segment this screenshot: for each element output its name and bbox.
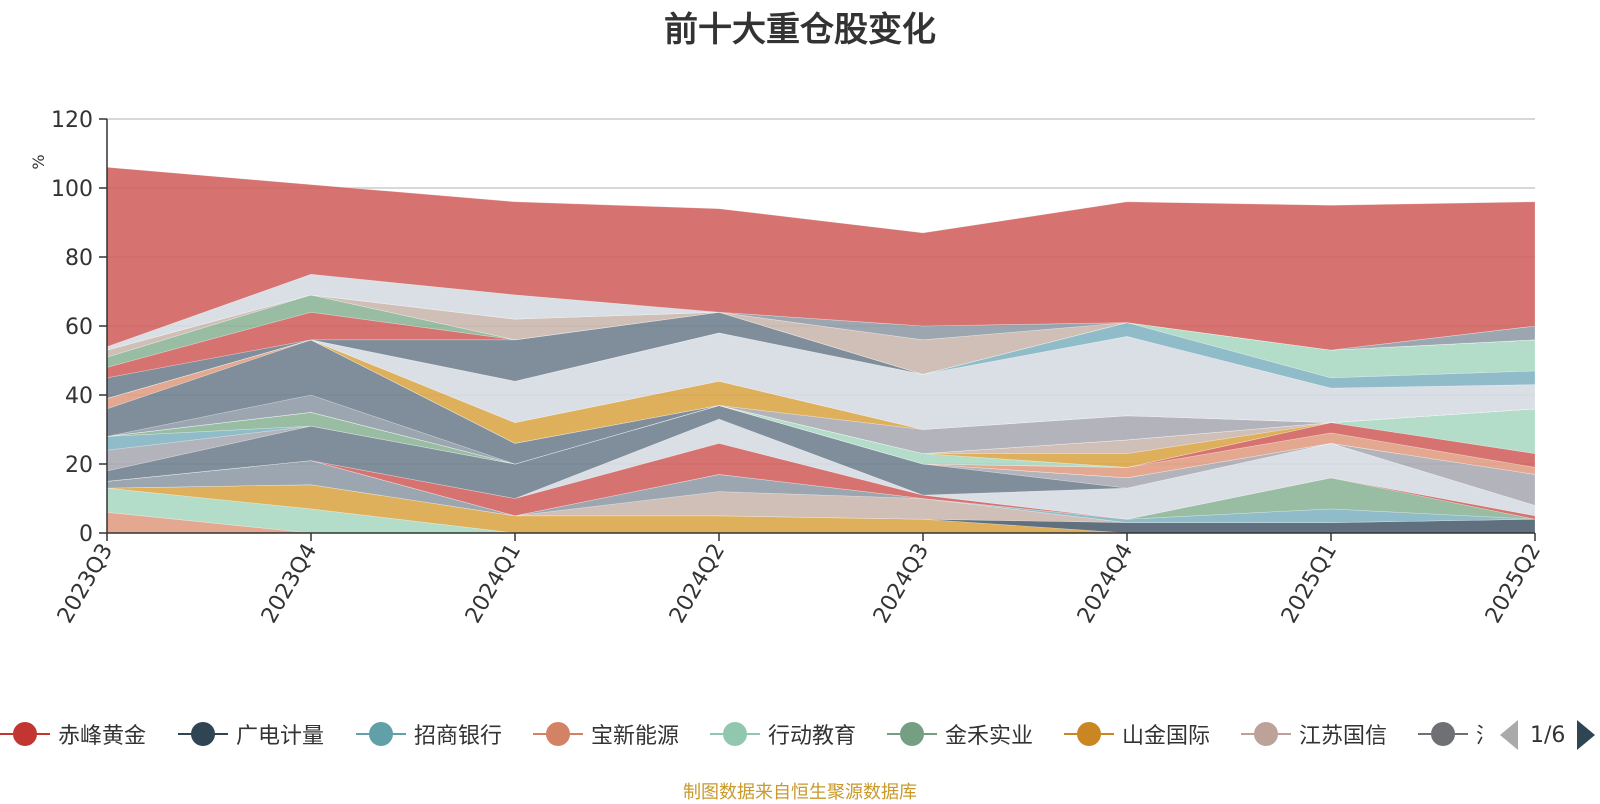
legend-item-5[interactable]: 行动教育 (710, 716, 856, 752)
area-series-group (106, 166, 1536, 534)
x-tick-label: 2025Q1 (1277, 540, 1342, 628)
legend-marker-icon (710, 719, 760, 749)
y-tick-label: 80 (65, 246, 93, 271)
legend-item-label: 宝新能源 (591, 724, 680, 749)
legend-item-4[interactable]: 宝新能源 (533, 716, 679, 752)
legend-item-1[interactable]: 赤峰黄金 (0, 716, 146, 752)
legend-item-label: 招商银行 (414, 724, 503, 749)
legend: 赤峰黄金 广电计量 招商银行 宝新能源 行动教育 金禾实业 山金国际 江苏国信 汇 (0, 716, 1600, 756)
legend-marker-icon (178, 719, 228, 749)
x-tick-label: 2023Q4 (257, 540, 322, 628)
legend-marker-icon (1418, 719, 1468, 749)
chart-title: 前十大重仓股变化 (664, 10, 936, 50)
legend-item-label: 行动教育 (768, 724, 857, 749)
legend-marker-icon (0, 719, 50, 749)
legend-pager: 1/6 (1500, 718, 1596, 752)
legend-next-page-icon[interactable] (1577, 720, 1596, 750)
legend-marker-icon (1064, 719, 1114, 749)
y-tick-label: 20 (65, 453, 93, 478)
legend-marker-icon (887, 719, 937, 749)
legend-item-8[interactable]: 江苏国信 (1241, 716, 1387, 752)
legend-item-2[interactable]: 广电计量 (178, 716, 324, 752)
legend-item-6[interactable]: 金禾实业 (887, 716, 1033, 752)
legend-item-label: 广电计量 (236, 724, 325, 749)
legend-item-3[interactable]: 招商银行 (356, 716, 502, 752)
legend-page-indicator: 1/6 (1530, 722, 1566, 748)
legend-items-viewport: 赤峰黄金 广电计量 招商银行 宝新能源 行动教育 金禾实业 山金国际 江苏国信 汇 (0, 716, 1483, 756)
y-tick-label: 120 (51, 108, 93, 133)
x-tick-label: 2024Q4 (1073, 540, 1138, 628)
legend-item-7[interactable]: 山金国际 (1064, 716, 1210, 752)
legend-item-label: 江苏国信 (1299, 724, 1388, 749)
y-tick-label: 0 (79, 522, 93, 547)
y-tick-label: 60 (65, 315, 93, 340)
data-source-note: 制图数据来自恒生聚源数据库 (683, 782, 917, 803)
legend-prev-page-icon[interactable] (1500, 720, 1518, 750)
legend-item-label: 汇 (1476, 718, 1483, 750)
legend-item-label: 山金国际 (1122, 724, 1211, 749)
stacked-area-chart: 0 20 40 60 80 100 120 2023Q3 2023Q4 2024Q1 2024Q2 2… (29, 108, 1546, 628)
x-tick-label: 2024Q1 (461, 540, 526, 628)
x-tick-label: 2023Q3 (53, 540, 118, 628)
legend-marker-icon (1241, 719, 1291, 749)
x-tick-label: 2025Q2 (1481, 540, 1546, 628)
area-series-21[interactable] (106, 339, 1536, 465)
legend-item-label: 赤峰黄金 (58, 724, 147, 749)
legend-marker-icon (356, 719, 406, 749)
area-series-15[interactable] (106, 405, 1536, 479)
y-tick-label: 40 (65, 384, 93, 409)
y-tick-label: 100 (51, 177, 93, 202)
area-series-38[interactable] (106, 166, 1536, 351)
legend-item-label: 金禾实业 (945, 724, 1034, 749)
legend-marker-icon (533, 719, 583, 749)
y-axis-unit-label: % (29, 154, 48, 169)
area-series-6[interactable] (106, 460, 1536, 523)
area-series-17[interactable] (106, 405, 1536, 468)
area-series-11[interactable] (106, 405, 1536, 506)
x-tick-label: 2024Q2 (665, 540, 730, 628)
x-tick-label: 2024Q3 (869, 540, 934, 628)
legend-item-9[interactable]: 汇 (1418, 716, 1483, 752)
area-series-16[interactable] (106, 405, 1536, 468)
